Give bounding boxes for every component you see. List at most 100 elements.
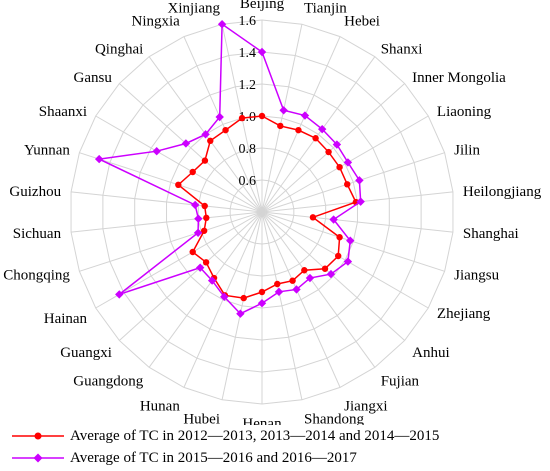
grid-spoke	[183, 36, 263, 213]
series-2-point	[343, 158, 353, 167]
spoke-label: Chongqing	[3, 267, 70, 283]
series-2-point	[346, 236, 355, 245]
series-2-point	[355, 176, 364, 185]
radial-tick-label: 1.4	[239, 46, 257, 61]
legend-label-series-2: Average of TC in 2015—2016 and 2016—2017	[70, 449, 357, 466]
series-1-point	[258, 112, 266, 120]
grid-spoke	[261, 211, 429, 309]
series-2-point	[181, 139, 191, 148]
series-2-point	[217, 19, 227, 29]
series-2-point	[94, 154, 104, 164]
spoke-label: Ningxia	[132, 13, 181, 29]
spoke-label: Shandong	[304, 412, 365, 425]
series-1-point	[207, 137, 214, 145]
series-1-point	[175, 181, 182, 189]
spoke-label: Hunan	[140, 399, 180, 415]
grid-spoke	[221, 211, 263, 400]
series-1-point	[309, 214, 317, 221]
series-2-point	[236, 309, 245, 318]
spoke-label: Shanxi	[381, 42, 423, 58]
series-2-point	[207, 276, 217, 285]
spoke-label: Heilongjiang	[463, 184, 542, 200]
series-2-point	[305, 273, 315, 283]
radial-tick-label: 1.6	[239, 14, 257, 29]
series-2-point	[317, 124, 327, 134]
series-2-point	[326, 269, 336, 279]
radial-tick-label: 1.2	[239, 78, 257, 93]
grid-spoke	[261, 115, 429, 213]
series-1-point	[258, 288, 266, 296]
series-1-point	[301, 267, 308, 274]
spoke-label: Jiangxi	[344, 399, 387, 415]
spoke-label: Jilin	[454, 143, 480, 159]
spoke-label: Henan	[242, 416, 282, 425]
spoke-label: Hebei	[344, 13, 380, 29]
spoke-label: Gansu	[74, 70, 113, 86]
grid-spoke	[79, 211, 263, 272]
series-2-point	[279, 106, 288, 115]
series-2-point	[193, 228, 203, 237]
legend-label-series-1: Average of TC in 2012—2013, 2013—2014 an…	[70, 427, 440, 444]
grid-spoke	[261, 211, 454, 233]
series-1-point	[202, 259, 210, 266]
grid-spoke	[261, 211, 341, 388]
spoke-label: Sichuan	[13, 226, 62, 242]
legend-item-series-1: Average of TC in 2012—2013, 2013—2014 an…	[12, 425, 439, 447]
series-1-point	[201, 157, 209, 164]
spoke-label: Liaoning	[437, 104, 492, 120]
series-2-point	[329, 215, 338, 224]
series-2-point	[152, 147, 161, 156]
series-2-point	[332, 140, 342, 149]
series-2-point	[356, 197, 365, 206]
grid-spoke	[261, 211, 376, 368]
diamond-marker-icon	[12, 453, 64, 463]
grid-spoke	[70, 211, 263, 233]
series-1-point	[344, 181, 351, 188]
spoke-label: Yunnan	[24, 143, 70, 159]
grid-spoke	[79, 152, 263, 213]
spoke-label: Guangdong	[73, 373, 143, 389]
spoke-label: Inner Mongolia	[412, 70, 506, 86]
spoke-label: Anhui	[412, 345, 450, 361]
series-1-point	[274, 280, 281, 288]
spoke-label: Qinghai	[95, 42, 143, 58]
data-series	[94, 19, 365, 318]
spoke-label: Zhejiang	[437, 306, 491, 322]
series-1-point	[240, 294, 247, 302]
circle-marker-icon	[12, 432, 64, 440]
grid-spoke	[261, 152, 445, 213]
series-1-point	[336, 164, 343, 171]
series-1-point	[335, 252, 342, 260]
series-2-point	[190, 200, 200, 210]
grid-spoke	[95, 115, 263, 213]
series-2-line	[96, 22, 362, 315]
spoke-label: Hubei	[183, 412, 220, 425]
spoke-label: Fujian	[381, 373, 420, 389]
radial-tick-label: 0.8	[239, 142, 257, 157]
series-1-point	[201, 202, 208, 210]
grid-spoke	[148, 211, 263, 368]
legend: Average of TC in 2012—2013, 2013—2014 an…	[12, 425, 439, 469]
series-2-point	[115, 290, 124, 299]
spoke-label: Guizhou	[9, 184, 61, 200]
spoke-label: Shaanxi	[39, 104, 87, 120]
series-1-point	[325, 148, 332, 156]
series-1-point	[189, 168, 196, 176]
radial-tick-labels: 0.60.81.01.21.41.6	[239, 14, 257, 189]
spoke-label: Beijing	[240, 0, 285, 12]
series-1-point	[203, 214, 210, 222]
spoke-label: Xinjiang	[168, 0, 221, 16]
series-1-point	[312, 135, 319, 142]
series-2-point	[201, 130, 210, 139]
spoke-label: Jiangsu	[454, 267, 500, 283]
series-1-point	[336, 234, 343, 241]
series-2-point	[215, 112, 224, 122]
spoke-label: Tianjin	[304, 0, 347, 16]
radial-tick-label: 0.6	[239, 174, 257, 189]
series-2-point	[292, 285, 301, 294]
series-2-point	[274, 287, 284, 297]
grid-spoke	[261, 24, 303, 213]
series-1-point	[295, 126, 302, 134]
series-1-point	[321, 265, 329, 272]
